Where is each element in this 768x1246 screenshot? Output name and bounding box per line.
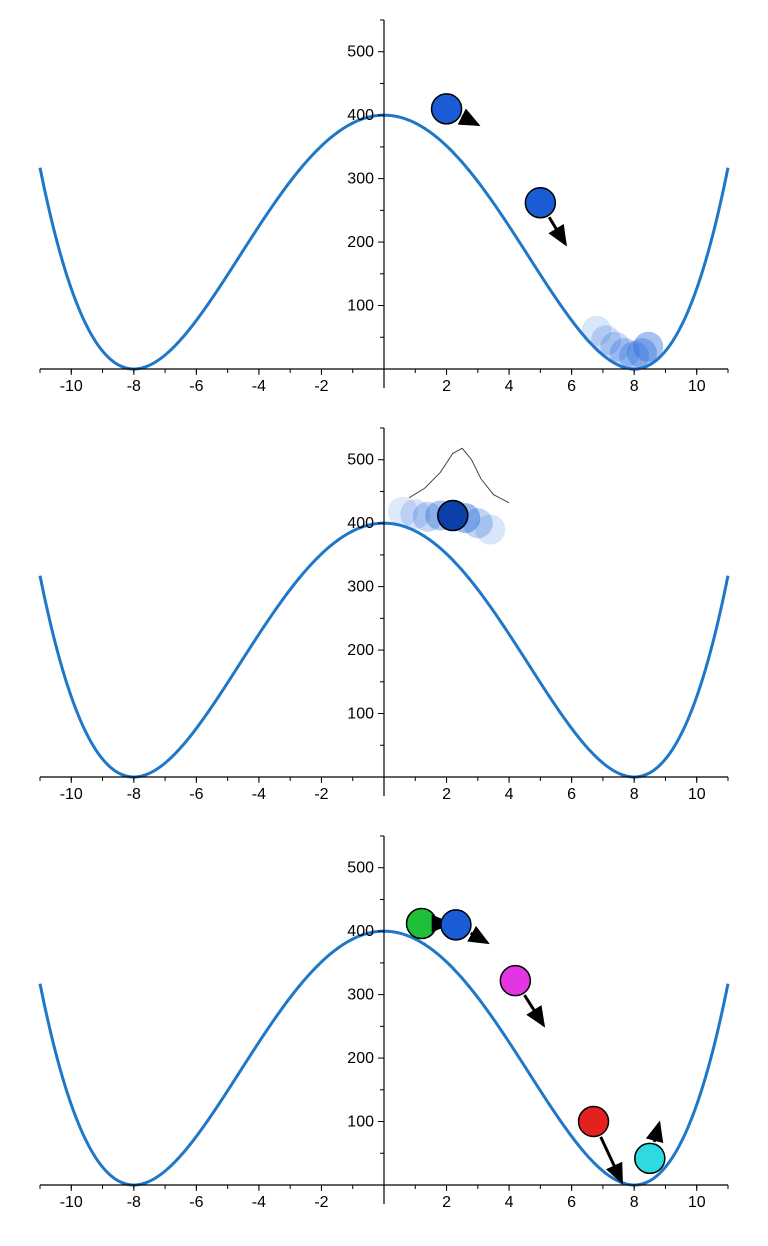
x-tick-label: -2 xyxy=(314,786,328,803)
gradient-arrow xyxy=(471,933,487,942)
x-tick-label: -10 xyxy=(60,1194,83,1211)
y-tick-label: 300 xyxy=(347,171,374,188)
trajectory-point xyxy=(407,909,437,939)
panel-saddle: -10 -8 -6 -4 -2 2 4 6 8 10 100 200 300 400 500 xyxy=(40,428,728,803)
y-tick-label: 200 xyxy=(347,1050,374,1067)
x-tick-label: 2 xyxy=(442,786,451,803)
ghost-point xyxy=(475,515,505,545)
x-tick-label: 10 xyxy=(688,1194,706,1211)
trajectory-point xyxy=(438,501,468,531)
trajectory-point xyxy=(432,94,462,124)
x-tick-label: 6 xyxy=(567,786,576,803)
y-tick-label: 100 xyxy=(347,706,374,723)
y-tick-label: 400 xyxy=(347,515,374,532)
x-tick-label: 2 xyxy=(442,378,451,395)
x-tick-label: -10 xyxy=(60,378,83,395)
x-tick-label: -8 xyxy=(127,1194,141,1211)
x-tick-label: -6 xyxy=(189,378,203,395)
y-tick-label: 200 xyxy=(347,642,374,659)
trajectory-point xyxy=(635,1143,665,1173)
ghost-point xyxy=(633,332,663,362)
x-tick-label: -4 xyxy=(252,378,266,395)
x-tick-label: -2 xyxy=(314,1194,328,1211)
y-tick-label: 500 xyxy=(347,44,374,61)
x-tick-label: 8 xyxy=(630,1194,639,1211)
x-tick-label: 8 xyxy=(630,786,639,803)
x-tick-label: 10 xyxy=(688,378,706,395)
chart-stack: -10-8-6-4-2246810100200300400500-10-8-6-… xyxy=(0,0,768,1244)
trajectory-point xyxy=(579,1107,609,1137)
gradient-arrow xyxy=(462,117,478,125)
y-tick-label: 100 xyxy=(347,1114,374,1131)
x-tick-label: -4 xyxy=(252,786,266,803)
x-tick-label: 4 xyxy=(505,378,514,395)
y-tick-label: 100 xyxy=(347,298,374,315)
x-tick-label: 4 xyxy=(505,786,514,803)
trajectory-point xyxy=(525,188,555,218)
y-tick-label: 500 xyxy=(347,452,374,469)
x-tick-label: -8 xyxy=(127,786,141,803)
x-tick-label: -4 xyxy=(252,1194,266,1211)
x-tick-label: 6 xyxy=(567,1194,576,1211)
panel-sgd: -10 -8 -6 -4 -2 2 4 6 8 10 100 200 300 400 500 xyxy=(40,20,728,395)
x-tick-label: 10 xyxy=(688,786,706,803)
gradient-arrow xyxy=(601,1137,622,1182)
x-tick-label: -10 xyxy=(60,786,83,803)
trajectory-point xyxy=(441,910,471,940)
trajectory-point xyxy=(500,966,530,996)
gradient-arrow xyxy=(654,1123,659,1141)
gradient-arrow xyxy=(524,995,543,1025)
y-tick-label: 300 xyxy=(347,579,374,596)
panel-momentum: -10 -8 -6 -4 -2 2 4 6 8 10 100 200 300 400 500 xyxy=(40,836,728,1211)
x-tick-label: -8 xyxy=(127,378,141,395)
x-tick-label: 2 xyxy=(442,1194,451,1211)
gradient-arrow xyxy=(549,217,565,244)
x-tick-label: 4 xyxy=(505,1194,514,1211)
x-tick-label: -2 xyxy=(314,378,328,395)
distribution-curve xyxy=(409,448,509,503)
y-tick-label: 400 xyxy=(347,923,374,940)
y-tick-label: 200 xyxy=(347,234,374,251)
y-tick-label: 500 xyxy=(347,860,374,877)
x-tick-label: 8 xyxy=(630,378,639,395)
x-tick-label: -6 xyxy=(189,786,203,803)
x-tick-label: 6 xyxy=(567,378,576,395)
x-tick-label: -6 xyxy=(189,1194,203,1211)
y-tick-label: 300 xyxy=(347,987,374,1004)
y-tick-label: 400 xyxy=(347,107,374,124)
page: { "layout":{ "width":768, "panel_height"… xyxy=(0,0,768,1244)
